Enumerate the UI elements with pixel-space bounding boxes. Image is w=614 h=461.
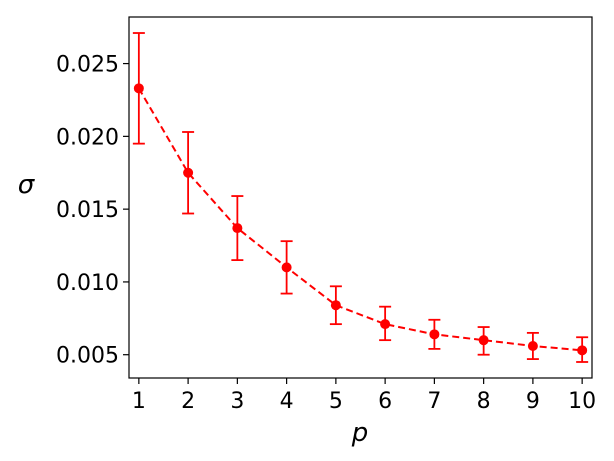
y-tick-label: 0.020 bbox=[56, 125, 119, 150]
x-tick-label: 4 bbox=[280, 389, 294, 414]
y-tick-label: 0.015 bbox=[56, 198, 119, 223]
data-point bbox=[478, 335, 489, 346]
x-tick-label: 3 bbox=[230, 389, 244, 414]
x-axis-ticks: 1 2 3 4 5 6 7 8 9 10 bbox=[132, 378, 596, 414]
data-point bbox=[183, 167, 194, 178]
x-tick-label: 10 bbox=[568, 389, 596, 414]
y-axis-label: σ bbox=[18, 170, 36, 200]
data-point bbox=[527, 340, 538, 351]
y-tick-label: 0.025 bbox=[56, 53, 119, 78]
x-tick-label: 2 bbox=[181, 389, 195, 414]
y-tick-label: 0.005 bbox=[56, 344, 119, 369]
data-point bbox=[232, 223, 243, 234]
y-tick-label: 0.010 bbox=[56, 271, 119, 296]
y-axis-ticks: 0.005 0.010 0.015 0.020 0.025 bbox=[56, 53, 129, 369]
x-tick-label: 7 bbox=[427, 389, 441, 414]
data-point bbox=[577, 345, 588, 356]
x-tick-label: 9 bbox=[526, 389, 540, 414]
series-line bbox=[137, 87, 583, 352]
x-tick-label: 6 bbox=[378, 389, 392, 414]
plot-frame bbox=[128, 16, 593, 379]
data-point bbox=[380, 319, 391, 330]
x-axis-label: p bbox=[351, 418, 369, 448]
x-tick-label: 1 bbox=[132, 389, 146, 414]
series-layer bbox=[132, 32, 589, 363]
data-point bbox=[281, 262, 292, 273]
data-point bbox=[133, 83, 144, 94]
x-tick-label: 8 bbox=[477, 389, 491, 414]
data-point bbox=[330, 300, 341, 311]
x-tick-label: 5 bbox=[329, 389, 343, 414]
data-point bbox=[429, 329, 440, 340]
